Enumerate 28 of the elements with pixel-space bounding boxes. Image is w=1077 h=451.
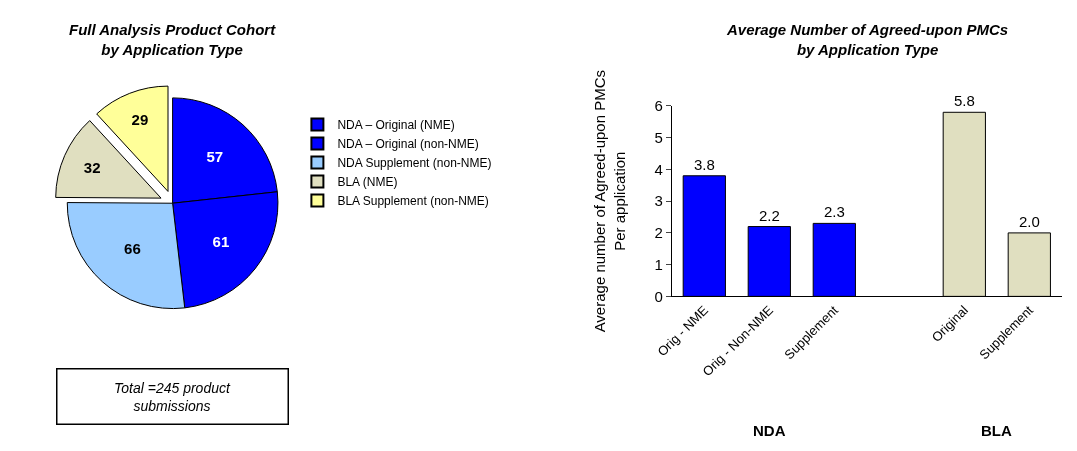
chart-title: Full Analysis Product Cohort by Application Type <box>69 21 277 58</box>
y-tick-label: 3 <box>654 192 663 210</box>
data-label: 29 <box>131 110 149 128</box>
chart-title: Average Number of Agreed-upon PMCs by Application Type <box>726 21 1009 58</box>
legend-label: NDA – Original (non-NME) <box>337 137 479 152</box>
data-label: 2.0 <box>1018 212 1040 230</box>
text: BLA <box>981 422 1012 439</box>
legend-label: NDA Supplement (non-NME) <box>337 156 492 171</box>
text: Total =245 product submissions <box>114 379 231 414</box>
data-label: 61 <box>212 233 230 251</box>
y-tick-label: 1 <box>654 255 663 273</box>
legend-label: NDA – Original (NME) <box>337 118 455 133</box>
y-tick-label: 2 <box>654 224 663 242</box>
y-tick-label: 4 <box>654 160 663 178</box>
data-label: 5.8 <box>953 92 975 110</box>
data-label: 66 <box>124 239 141 257</box>
y-tick-label: 5 <box>654 128 663 146</box>
y-tick-label: 6 <box>654 97 663 115</box>
data-label: 2.2 <box>758 206 780 224</box>
legend-label: BLA (NME) <box>337 175 398 190</box>
text: NDA <box>753 422 786 439</box>
data-label: 3.8 <box>693 155 715 173</box>
y-axis-title: Average number of Agreed-upon PMCs Per application <box>591 69 628 333</box>
data-label: 32 <box>83 159 101 177</box>
y-tick-label: 0 <box>654 287 663 305</box>
data-label: 57 <box>206 147 224 165</box>
legend-label: BLA Supplement (non-NME) <box>337 194 489 209</box>
data-label: 2.3 <box>823 203 845 221</box>
